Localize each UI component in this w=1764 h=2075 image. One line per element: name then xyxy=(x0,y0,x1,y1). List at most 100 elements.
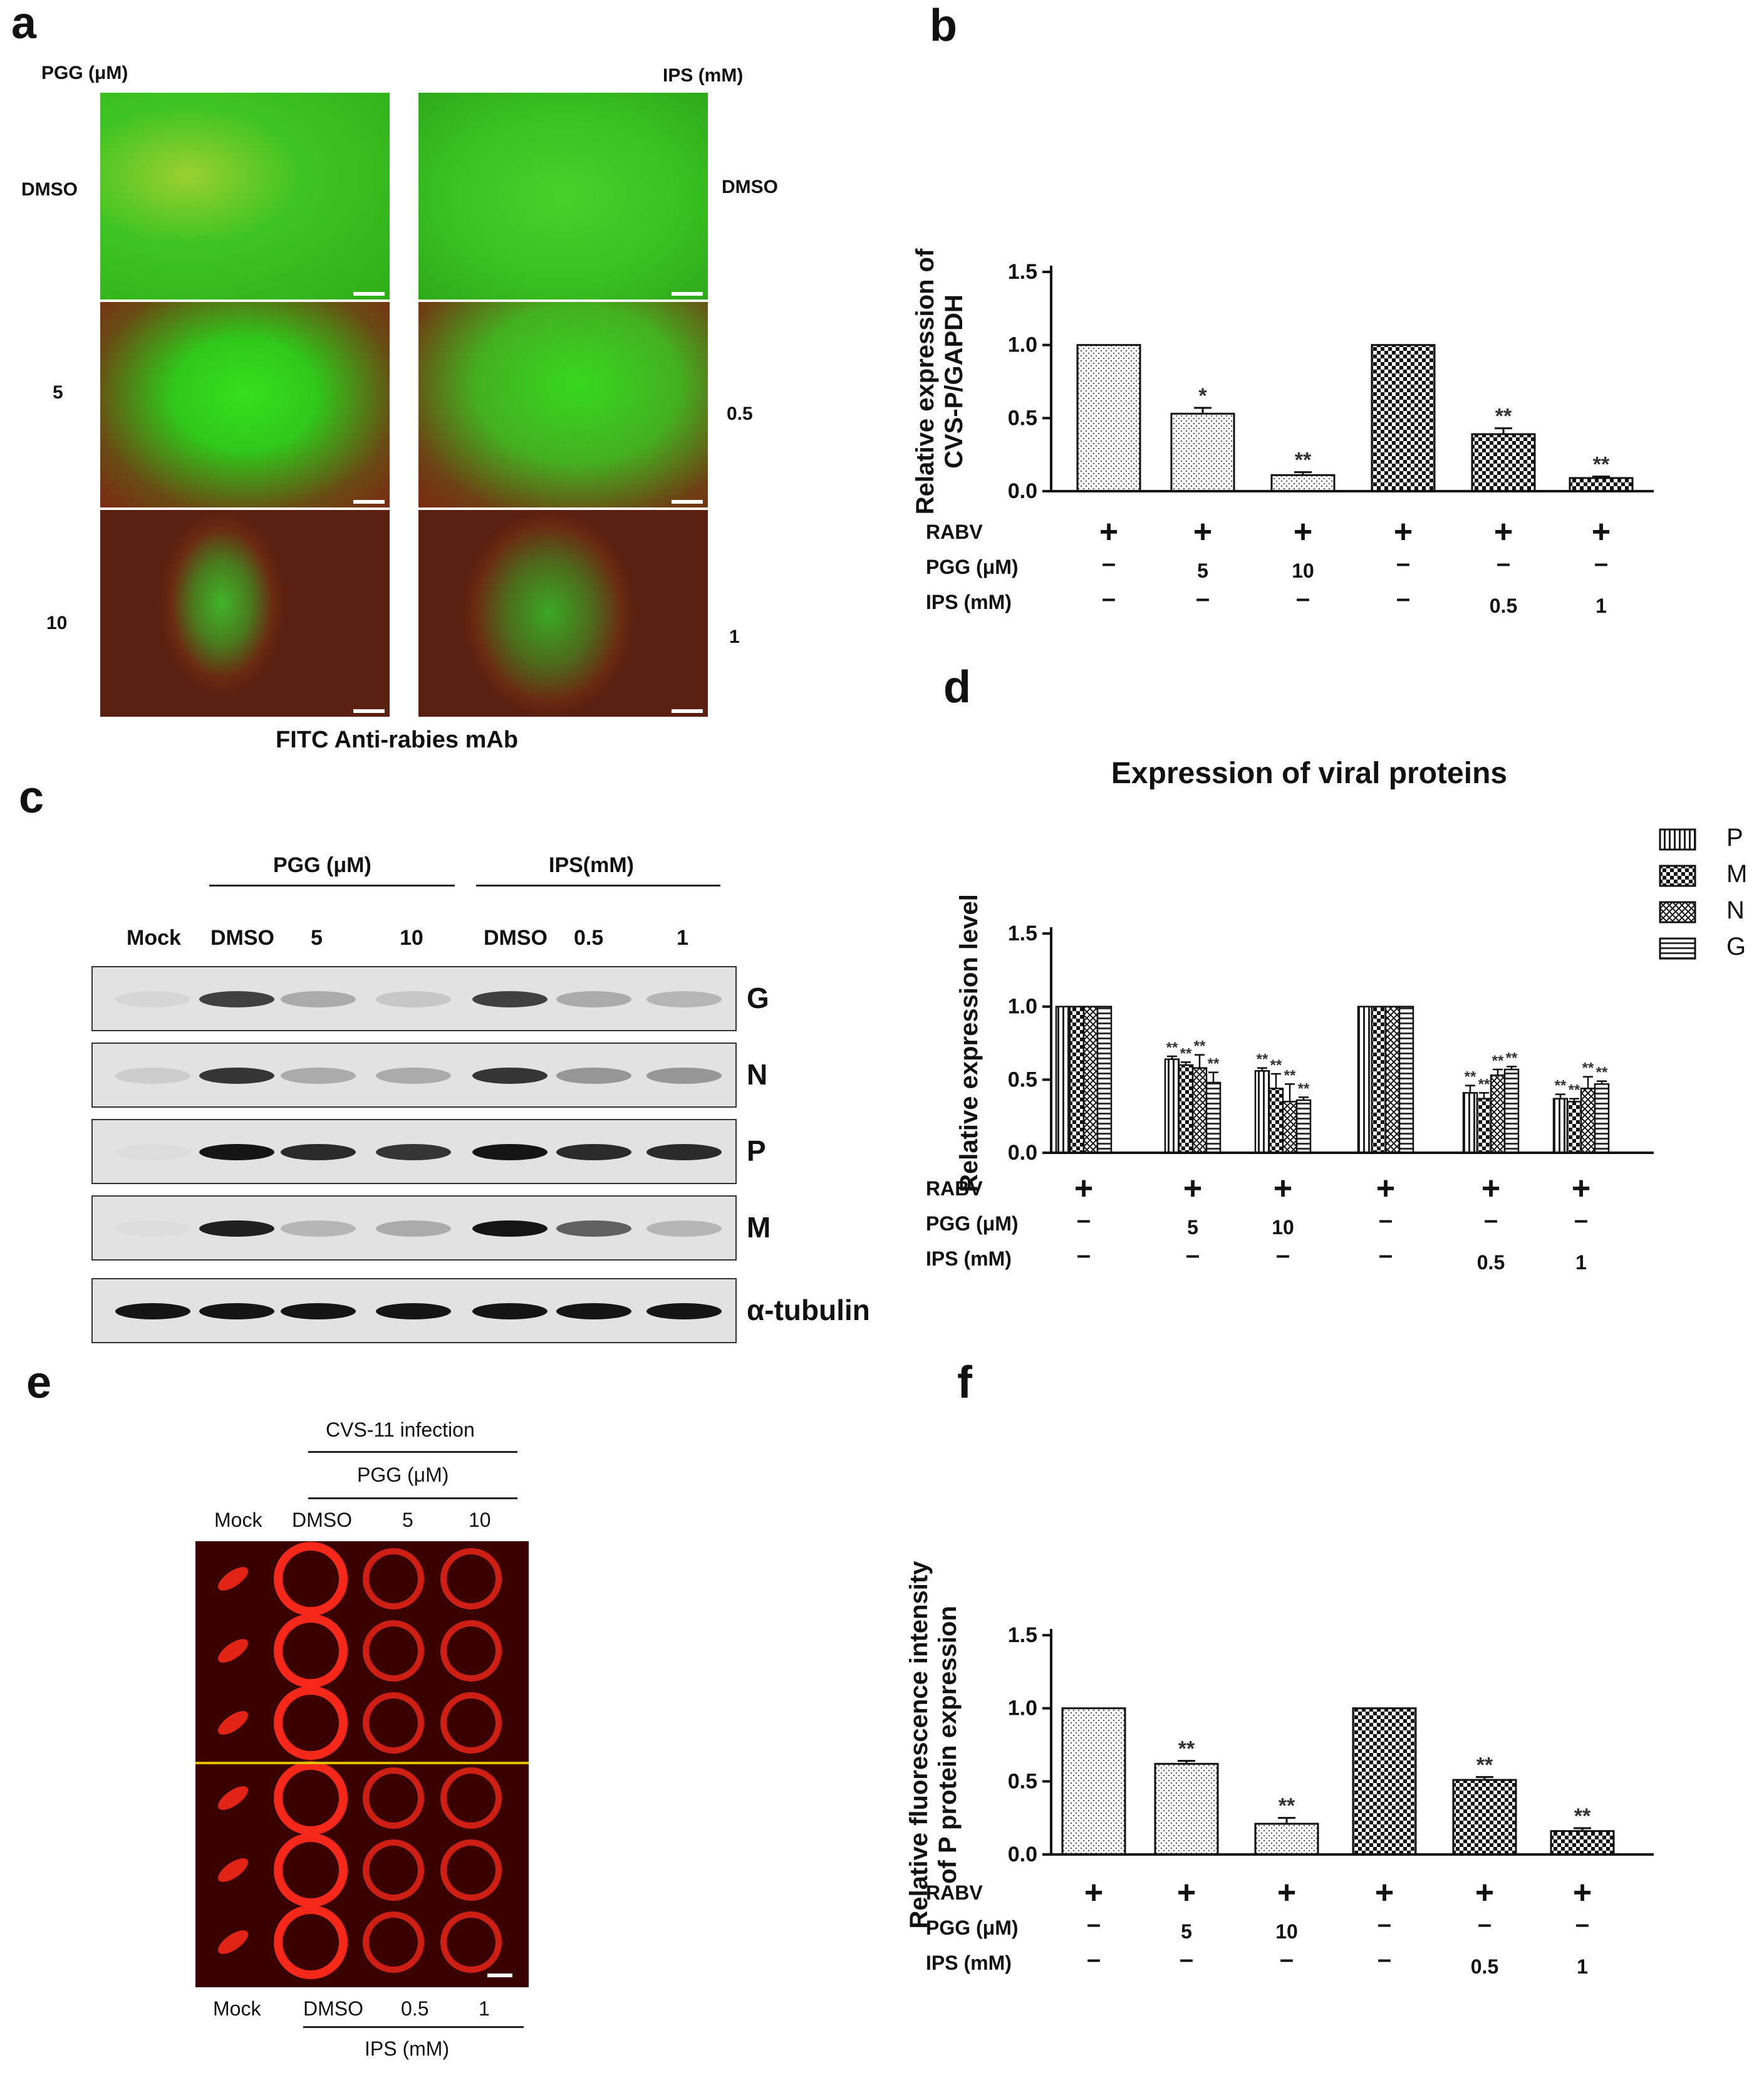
significance-mark: ** xyxy=(1284,1067,1296,1084)
blot-row-0 xyxy=(91,966,737,1031)
panel-label-e: e xyxy=(26,1358,52,1408)
bar xyxy=(1371,1006,1387,1154)
confocal-cell xyxy=(363,1911,424,1973)
bar xyxy=(1384,1006,1401,1154)
bar xyxy=(1398,1006,1414,1154)
significance-mark: ** xyxy=(1574,1804,1591,1828)
table-plus: + xyxy=(1592,514,1611,550)
significance-mark: ** xyxy=(1596,1064,1608,1081)
y-tick-label: 0.0 xyxy=(1008,479,1037,503)
confocal-cell xyxy=(440,1839,502,1901)
confocal-cell xyxy=(274,1761,348,1835)
lane-label-0: Mock xyxy=(127,926,181,950)
table-value: 0.5 xyxy=(1471,1955,1498,1978)
bar xyxy=(1371,344,1436,492)
table-plus: + xyxy=(1074,1170,1093,1207)
table-value: 5 xyxy=(1181,1920,1192,1943)
y-tick-label: 0.0 xyxy=(1008,1141,1037,1165)
bar xyxy=(1566,1101,1582,1154)
confocal-cell xyxy=(440,1620,502,1682)
table-value: 0.5 xyxy=(1477,1251,1505,1274)
table-plus: + xyxy=(1573,1875,1592,1911)
table-row-label: RABV xyxy=(926,1881,983,1904)
band xyxy=(115,1144,190,1160)
band xyxy=(115,1220,190,1237)
band xyxy=(556,1068,631,1084)
lane-label-5: 0.5 xyxy=(574,926,604,950)
bar xyxy=(1191,1067,1208,1154)
confocal-cell xyxy=(218,1639,248,1663)
bar xyxy=(1170,412,1235,492)
y-tick-label: 1.0 xyxy=(1008,333,1037,357)
band xyxy=(115,1303,190,1319)
blot-row-2 xyxy=(91,1119,737,1184)
table-dash: – xyxy=(1379,1241,1393,1269)
significance-mark: ** xyxy=(1178,1737,1195,1761)
y-axis-label: CVS-P/GAPDH xyxy=(940,294,968,469)
significance-mark: ** xyxy=(1208,1056,1220,1073)
table-dash: – xyxy=(1186,1241,1200,1269)
table-plus: + xyxy=(1277,1875,1296,1911)
bar xyxy=(1178,1064,1194,1154)
table-plus: + xyxy=(1183,1170,1202,1207)
significance-mark: ** xyxy=(1555,1078,1567,1095)
table-plus: + xyxy=(1572,1170,1590,1207)
table-dash: – xyxy=(1396,585,1410,612)
table-dash: – xyxy=(1484,1206,1498,1234)
table-dash: – xyxy=(1280,1945,1294,1973)
band xyxy=(556,1220,631,1237)
table-plus: + xyxy=(1193,514,1212,550)
table-plus: + xyxy=(1177,1875,1196,1911)
row-label-dmso-right: DMSO xyxy=(722,177,778,197)
bar xyxy=(1462,1092,1478,1154)
table-value: 1 xyxy=(1575,1251,1587,1274)
y-tick-label: 1.0 xyxy=(1008,995,1037,1019)
legend-swatch xyxy=(1659,901,1696,923)
table-row-label: RABV xyxy=(926,1177,983,1200)
bar xyxy=(1096,1006,1113,1154)
confocal-cell xyxy=(218,1711,248,1735)
band xyxy=(115,1068,190,1084)
micrograph-ips-0-5 xyxy=(418,302,708,507)
blot-row-label-4: α-tubulin xyxy=(747,1294,870,1326)
legend-label: M xyxy=(1726,860,1747,888)
table-dash: – xyxy=(1077,1241,1091,1269)
band xyxy=(556,1144,631,1160)
panel-label-d: d xyxy=(943,662,971,712)
y-tick-label: 0.5 xyxy=(1008,1769,1037,1793)
table-row-label: IPS (mM) xyxy=(926,1952,1012,1974)
band xyxy=(281,991,356,1007)
confocal-cell xyxy=(218,1786,248,1810)
significance-mark: ** xyxy=(1476,1753,1493,1777)
blot-row-label-2: P xyxy=(747,1135,766,1167)
blot-row-label-1: N xyxy=(747,1058,768,1091)
table-value: 10 xyxy=(1275,1920,1298,1943)
divider-line xyxy=(195,1762,529,1764)
ips-header: IPS (mM) xyxy=(663,65,744,86)
band xyxy=(472,1303,547,1319)
table-plus: + xyxy=(1274,1170,1292,1207)
micrograph-pgg-10 xyxy=(100,510,390,717)
table-dash: – xyxy=(1296,585,1310,612)
band xyxy=(646,1303,722,1319)
band xyxy=(281,1068,356,1084)
e-bot-0-5: 0.5 xyxy=(401,1997,429,2020)
blot-row-3 xyxy=(91,1195,737,1261)
table-plus: + xyxy=(1475,1875,1494,1911)
table-dash: – xyxy=(1574,1206,1588,1234)
table-row-label: PGG (μM) xyxy=(926,1212,1019,1235)
bar xyxy=(1268,1088,1284,1154)
chart-d: Expression of viral proteins Relative exp… xyxy=(926,757,1747,1274)
table-row-label: PGG (μM) xyxy=(926,556,1019,578)
band xyxy=(472,1144,547,1160)
band xyxy=(472,991,547,1007)
legend-swatch xyxy=(1659,828,1696,851)
table-dash: – xyxy=(1377,1910,1391,1938)
table-value: 1 xyxy=(1577,1955,1588,1978)
pgg-group-line xyxy=(209,885,455,887)
band xyxy=(199,1220,274,1237)
legend-label: G xyxy=(1726,933,1746,960)
table-dash: – xyxy=(1497,549,1510,577)
legend-swatch xyxy=(1659,937,1696,960)
ips-e-line xyxy=(303,2026,524,2028)
